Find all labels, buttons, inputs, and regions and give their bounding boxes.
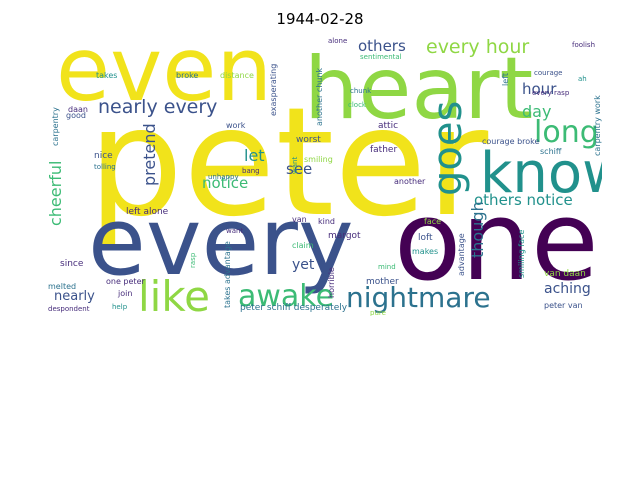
- word-help: help: [112, 303, 128, 311]
- word-chunk: chunk: [350, 87, 372, 95]
- word-van-daan: van daan: [544, 269, 586, 279]
- word-left: left: [501, 73, 510, 86]
- word-broke: broke: [176, 71, 199, 80]
- word-takes: takes: [96, 71, 118, 80]
- word-let: let: [244, 146, 265, 165]
- word-heart: heart: [304, 39, 534, 139]
- word-long: long: [534, 115, 599, 150]
- word-every-hour: every hour: [426, 36, 530, 58]
- word-alone: alone: [328, 37, 348, 45]
- word-mind: mind: [378, 263, 396, 271]
- word-others-notice: others notice: [474, 191, 573, 209]
- word-goes: goes: [425, 100, 471, 196]
- word-another-chunk: another chunk: [315, 67, 324, 126]
- word-attic: attic: [378, 121, 399, 131]
- word-carpentry: carpentry: [51, 107, 60, 146]
- word-makes: makes: [412, 247, 439, 256]
- word-know: know: [480, 141, 602, 206]
- word-courage-broke: courage broke: [482, 137, 540, 146]
- word-tolling: tolling: [94, 163, 116, 171]
- word-one: one: [394, 177, 599, 305]
- word-peter-van: peter van: [544, 301, 583, 310]
- word-pretend: pretend: [140, 123, 159, 186]
- word-face: face: [424, 217, 442, 226]
- word-like: like: [138, 272, 211, 317]
- word-clock: clock: [348, 101, 366, 109]
- word-horrible: horrible: [327, 267, 336, 298]
- word-worst: worst: [296, 135, 321, 145]
- word-every-rasp: every rasp: [532, 89, 570, 97]
- word-want: want: [226, 227, 244, 235]
- word-bang: bang: [242, 167, 260, 175]
- word-father: father: [370, 145, 398, 155]
- word-takes-advantage: takes advantage: [223, 241, 232, 308]
- word-day: day: [522, 102, 552, 121]
- word-even: even: [56, 36, 273, 121]
- word-melted: melted: [48, 282, 77, 291]
- word-good: good: [66, 111, 86, 120]
- word-nearly: nearly: [54, 289, 95, 304]
- word-left-alone: left alone: [126, 207, 169, 217]
- word-advantage: advantage: [457, 233, 466, 276]
- chart-title: 1944-02-28: [276, 10, 364, 28]
- word-ah: ah: [578, 75, 587, 83]
- word-hour: hour: [522, 80, 557, 98]
- word-smiling-face: smiling face: [517, 229, 526, 278]
- word-nightmare: nightmare: [346, 281, 491, 314]
- word-join: join: [118, 289, 133, 298]
- word-carpentry-work: carpentry work: [593, 95, 602, 156]
- word-unhappy: unhappy: [208, 173, 239, 181]
- word-peter: peter: [88, 76, 489, 250]
- word-see: see: [286, 160, 313, 178]
- word-since: since: [60, 259, 84, 269]
- word-sentimental: sentimental: [360, 53, 402, 61]
- word-courage: courage: [534, 69, 563, 77]
- word-cloud: peter every one heart even know like awa…: [48, 36, 602, 316]
- word-kind: kind: [318, 217, 336, 226]
- word-peter-schiff-desperately: peter schiff desperately: [240, 303, 348, 313]
- word-though: though: [468, 201, 487, 258]
- word-margot: margot: [328, 231, 361, 241]
- word-nearly-every: nearly every: [98, 96, 218, 118]
- word-exasperating: exasperating: [269, 63, 278, 116]
- word-rasp: rasp: [189, 252, 197, 268]
- word-schiff: schiff: [540, 147, 562, 156]
- word-awake: awake: [238, 279, 335, 314]
- word-another: another: [394, 177, 426, 186]
- word-van: van: [292, 215, 307, 224]
- word-loft: loft: [418, 233, 433, 243]
- word-aching: aching: [544, 281, 591, 297]
- word-want-2: want: [291, 156, 299, 174]
- word-claim: claim: [292, 241, 314, 250]
- word-despondent: despondent: [48, 305, 90, 313]
- word-pure: pure: [370, 309, 386, 317]
- word-work: work: [226, 121, 246, 130]
- word-mother: mother: [366, 277, 399, 287]
- word-one-peter: one peter: [106, 277, 145, 286]
- word-nice: nice: [94, 151, 113, 161]
- word-distance: distance: [220, 71, 254, 80]
- word-others: others: [358, 37, 406, 55]
- word-daan: daan: [68, 105, 88, 114]
- word-cheerful: cheerful: [48, 160, 65, 226]
- word-yet: yet: [292, 257, 315, 273]
- word-every: every: [88, 188, 354, 297]
- word-smiling: smiling: [304, 155, 333, 164]
- word-notice: notice: [202, 174, 249, 192]
- word-foolish: foolish: [572, 41, 596, 49]
